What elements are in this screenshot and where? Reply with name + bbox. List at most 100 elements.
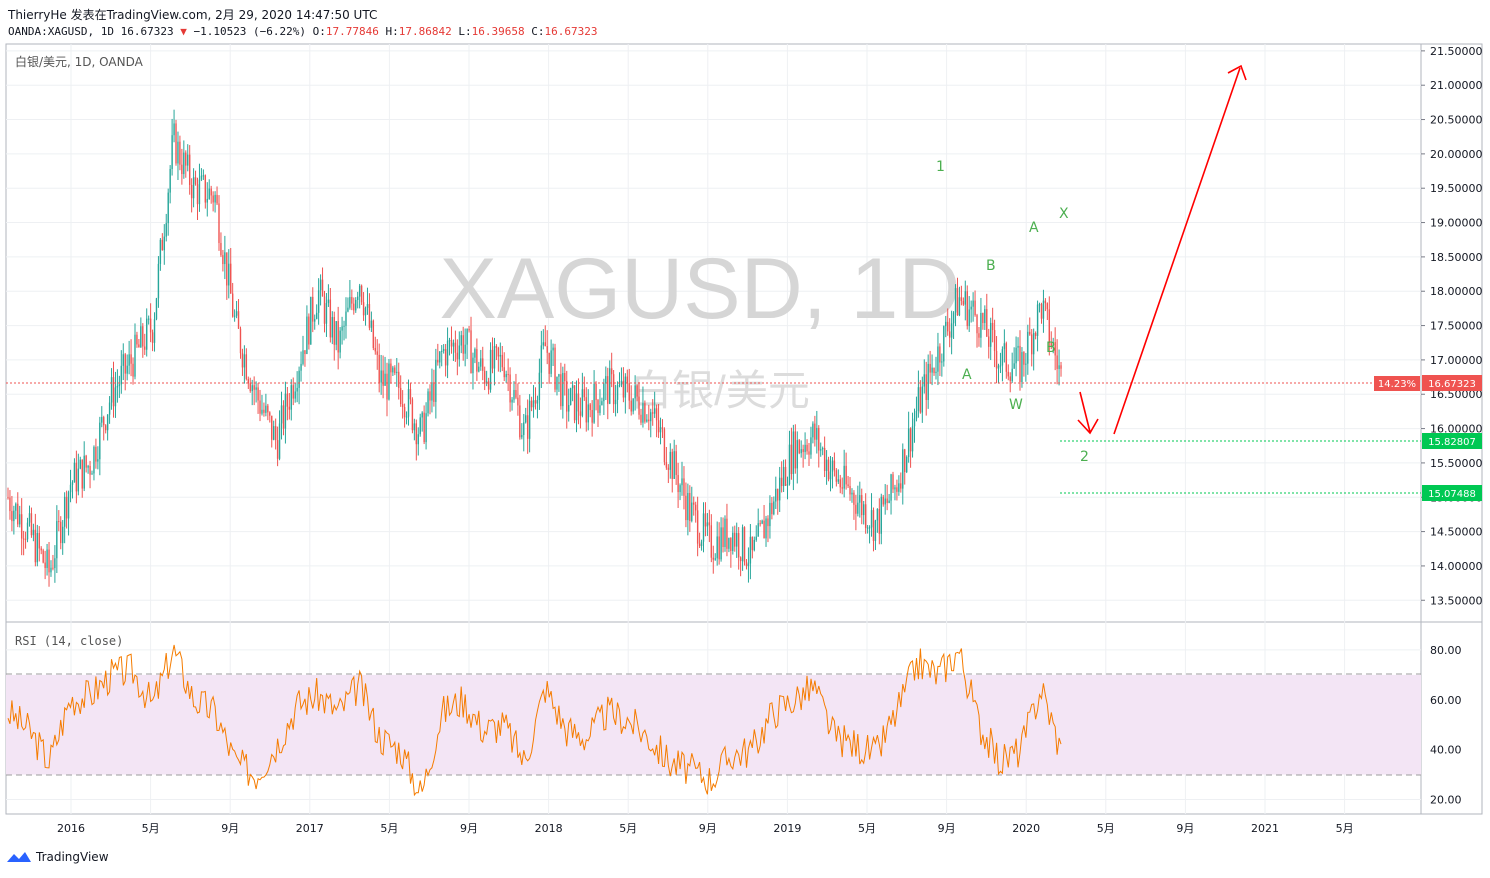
candle-body [777,488,779,501]
candle-body [749,536,752,564]
candle-body [122,354,124,366]
candle-body [499,354,502,357]
candle-body [693,502,695,505]
candle-body [1029,331,1031,335]
candle-body [1003,343,1006,350]
candle-body [48,549,50,573]
candle-body [220,243,222,256]
candle-body [462,335,464,354]
candle-body [454,342,457,353]
candle-body [558,374,560,377]
price-tick-label: 17.00000 [1430,354,1483,367]
candle-body [396,371,398,374]
candle-body [83,455,85,489]
candle-body [368,304,371,328]
footer-branding[interactable]: TradingView [6,850,109,864]
candle-body [93,446,95,474]
candle-body [319,279,322,291]
rsi-tick-label: 80.00 [1430,644,1462,657]
price-tick-label: 16.00000 [1430,423,1483,436]
candle-body [667,467,670,470]
candle-body [228,263,230,286]
candle-body [724,518,726,548]
chart-header-author: ThierryHe 发表在TradingView.com, 2月 29, 202… [8,6,377,23]
rsi-title[interactable]: RSI (14, close) [15,634,123,648]
candle-body [1019,345,1021,382]
candle-body [599,405,601,413]
candle-body [169,168,171,193]
candle-body [1013,363,1015,369]
time-tick-label: 9月 [460,822,478,835]
candle-body [968,309,970,327]
candle-body [173,123,175,136]
candle-body [15,503,17,511]
candle-body [464,344,466,354]
candle-body [655,408,658,421]
candle-body [687,492,689,521]
candle-body [294,391,296,399]
candle-body [161,239,164,251]
candle-body [767,518,769,527]
candle-body [665,462,668,468]
candle-body [585,397,587,423]
candle-body [716,536,718,559]
candle-body [65,496,68,519]
candle-body [288,406,291,410]
candle-body [1017,345,1019,348]
candle-body [907,428,910,458]
candle-body [1040,304,1043,319]
candle-body [1027,331,1029,364]
candle-body [423,412,425,443]
candle-body [306,316,308,354]
candle-body [52,567,54,569]
price-tick-label: 14.00000 [1430,560,1483,573]
candle-body [972,300,974,307]
candle-body [958,297,961,316]
price-tick-label: 19.00000 [1430,217,1483,230]
candle-body [810,437,812,455]
candle-body [394,367,396,374]
candle-body [1007,371,1009,377]
price-axis[interactable]: 21.50000 21.00000 20.50000 20.00000 19.50000… [1421,45,1483,607]
candle-body [517,397,519,406]
candle-body [401,404,404,408]
candle-body [386,373,388,400]
candle-body [251,385,253,392]
time-tick-label: 5月 [1097,822,1115,835]
candle-body [274,426,277,441]
candle-body [546,346,548,353]
candle-body [304,350,306,354]
candle-body [183,152,185,175]
close-value: 16.67323 [544,25,598,38]
symbol-line[interactable]: OANDA:XAGUSD, 1D 16.67323 [8,25,174,38]
candle-body [20,514,23,539]
candle-body [704,513,707,527]
candle-body [800,449,802,454]
candle-body [804,444,806,453]
candle-body [419,417,421,435]
candle-body [505,374,507,378]
candle-body [153,319,156,343]
candle-body [269,412,271,416]
candle-body [1009,376,1011,382]
candle-body [1025,363,1027,365]
candle-body [763,520,765,539]
candle-body [626,376,629,384]
candle-body [282,405,285,429]
candle-body [911,426,914,452]
svg-text:14.23%: 14.23% [1378,379,1416,390]
candle-body [476,349,478,372]
candle-body [802,449,804,453]
candle-body [302,350,304,364]
candle-body [267,405,269,413]
candle-body [544,342,546,347]
candle-body [679,485,681,493]
wave-label-w: W [1009,397,1023,413]
time-axis[interactable]: 2016 5月 9月 2017 5月 9月 2018 5月 9月 2019 5月 9月 2020 5月 9月… [57,822,1354,835]
candle-body [62,526,64,544]
candle-body [425,413,427,443]
time-tick-label: 5月 [1336,822,1354,835]
candle-body [355,300,357,311]
candle-body [56,521,58,559]
